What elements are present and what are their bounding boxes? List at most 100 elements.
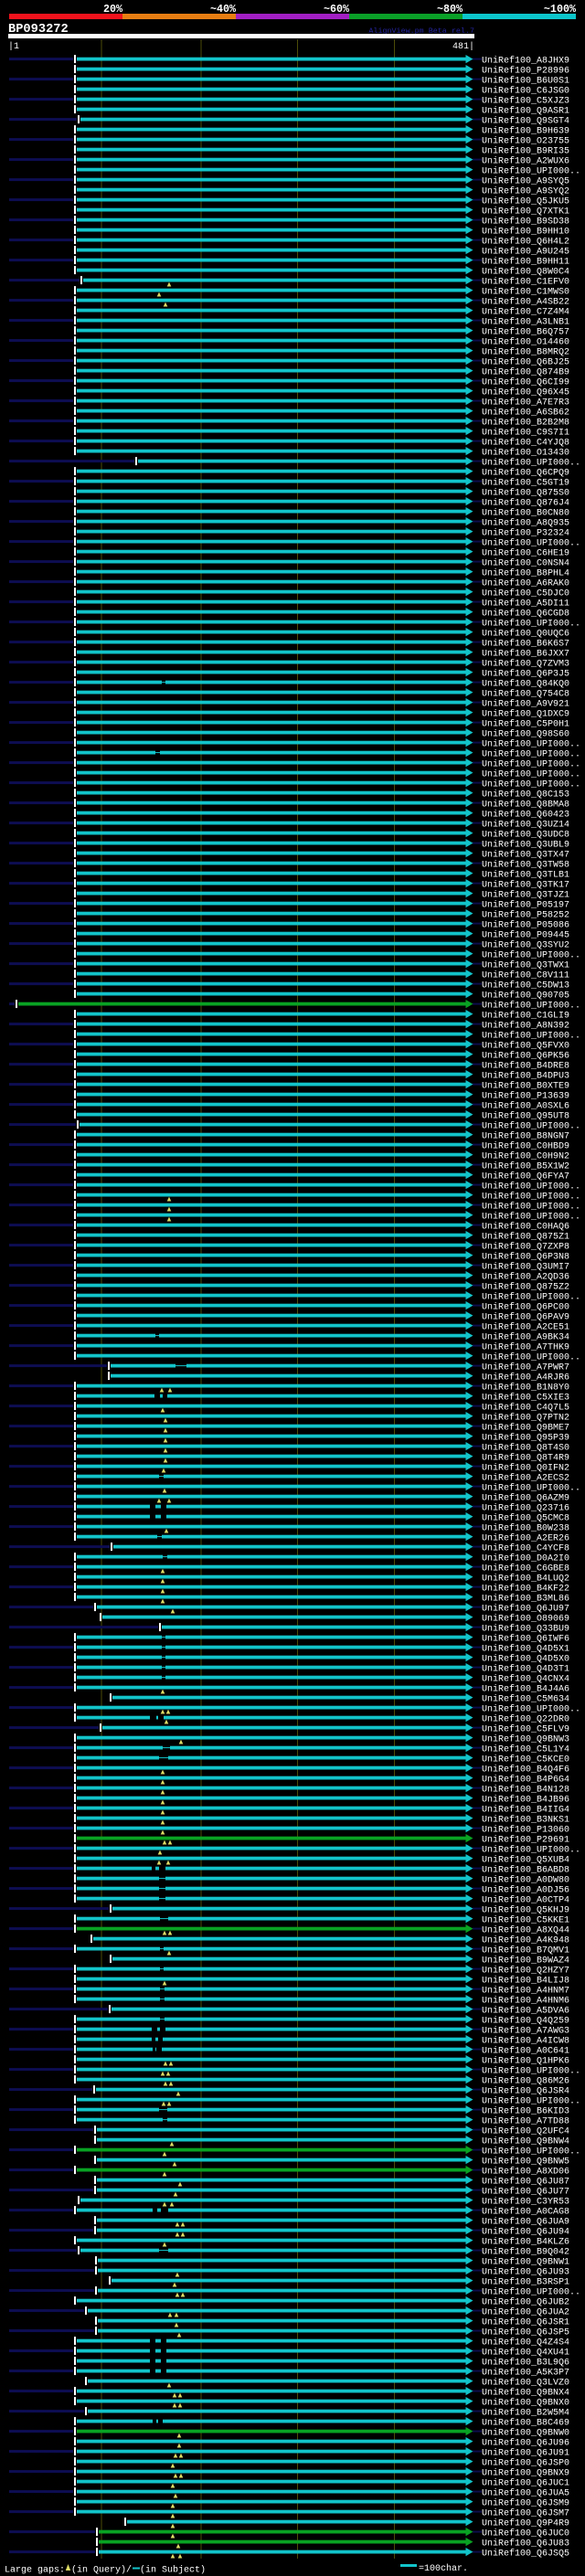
svg-text:UniRef100_C0NSN4: UniRef100_C0NSN4 bbox=[482, 557, 569, 568]
svg-text:UniRef100_Q876J4: UniRef100_Q876J4 bbox=[482, 497, 569, 508]
svg-text:UniRef100_B9Q042: UniRef100_B9Q042 bbox=[482, 2246, 569, 2257]
svg-text:AlignView.pm Beta rel.7: AlignView.pm Beta rel.7 bbox=[368, 27, 474, 36]
svg-text:UniRef100_B4DRE8: UniRef100_B4DRE8 bbox=[482, 1060, 569, 1071]
svg-text:UniRef100_A2ECS2: UniRef100_A2ECS2 bbox=[482, 1472, 569, 1483]
svg-text:UniRef100_Q6JU94: UniRef100_Q6JU94 bbox=[482, 2226, 569, 2237]
svg-text:UniRef100_P29691: UniRef100_P29691 bbox=[482, 1834, 569, 1845]
svg-text:UniRef100_Q875Z1: UniRef100_Q875Z1 bbox=[482, 1231, 569, 1242]
svg-text:UniRef100_Q9BME7: UniRef100_Q9BME7 bbox=[482, 1422, 569, 1433]
svg-text:UniRef100_B2W5M4: UniRef100_B2W5M4 bbox=[482, 2407, 569, 2418]
svg-text:UniRef100_A5DVA6: UniRef100_A5DVA6 bbox=[482, 2005, 569, 2016]
svg-text:=100char.: =100char. bbox=[419, 2563, 468, 2574]
svg-text:UniRef100_A7TD88: UniRef100_A7TD88 bbox=[482, 2115, 569, 2126]
svg-text:UniRef100_B3NKS1: UniRef100_B3NKS1 bbox=[482, 1814, 569, 1825]
svg-text:UniRef100_Q6JUB2: UniRef100_Q6JUB2 bbox=[482, 2296, 569, 2307]
svg-text:UniRef100_UPI000..: UniRef100_UPI000.. bbox=[482, 1352, 580, 1362]
svg-text:UniRef100_B4DPU3: UniRef100_B4DPU3 bbox=[482, 1070, 569, 1081]
svg-text:UniRef100_A9V921: UniRef100_A9V921 bbox=[482, 698, 569, 709]
svg-text:UniRef100_B4KF22: UniRef100_B4KF22 bbox=[482, 1583, 569, 1594]
svg-text:UniRef100_Q6P3J5: UniRef100_Q6P3J5 bbox=[482, 668, 569, 679]
svg-text:UniRef100_Q9BNW1: UniRef100_Q9BNW1 bbox=[482, 2256, 569, 2267]
svg-text:UniRef100_Q9BNW5: UniRef100_Q9BNW5 bbox=[482, 2156, 569, 2167]
svg-text:UniRef100_Q6JSQ5: UniRef100_Q6JSQ5 bbox=[482, 2548, 569, 2559]
svg-text:UniRef100_Q95P39: UniRef100_Q95P39 bbox=[482, 1432, 569, 1443]
svg-text:UniRef100_C1MWS0: UniRef100_C1MWS0 bbox=[482, 286, 569, 297]
svg-text:UniRef100_Q6JU83: UniRef100_Q6JU83 bbox=[482, 2538, 569, 2549]
svg-text:UniRef100_UPI000..: UniRef100_UPI000.. bbox=[482, 457, 580, 468]
svg-text:UniRef100_B2B2M8: UniRef100_B2B2M8 bbox=[482, 417, 569, 428]
svg-text:UniRef100_C8V111: UniRef100_C8V111 bbox=[482, 970, 569, 981]
svg-text:UniRef100_O14460: UniRef100_O14460 bbox=[482, 336, 569, 347]
svg-text:UniRef100_A0DW80: UniRef100_A0DW80 bbox=[482, 1874, 569, 1885]
svg-text:UniRef100_B8C469: UniRef100_B8C469 bbox=[482, 2417, 569, 2428]
svg-text:UniRef100_C0HBD9: UniRef100_C0HBD9 bbox=[482, 1140, 569, 1151]
svg-text:UniRef100_Q754C8: UniRef100_Q754C8 bbox=[482, 688, 569, 699]
svg-text:UniRef100_Q60423: UniRef100_Q60423 bbox=[482, 809, 569, 820]
svg-text:UniRef100_A7AWG3: UniRef100_A7AWG3 bbox=[482, 2025, 569, 2036]
svg-text:UniRef100_UPI000..: UniRef100_UPI000.. bbox=[482, 2286, 580, 2297]
svg-text:UniRef100_C5P0H1: UniRef100_C5P0H1 bbox=[482, 718, 569, 729]
svg-text:UniRef100_Q4CNX4: UniRef100_Q4CNX4 bbox=[482, 1673, 569, 1684]
svg-text:UniRef100_A5DI11: UniRef100_A5DI11 bbox=[482, 598, 569, 609]
svg-text:UniRef100_A6RAK0: UniRef100_A6RAK0 bbox=[482, 578, 569, 588]
svg-text:UniRef100_Q4Z4S4: UniRef100_Q4Z4S4 bbox=[482, 2337, 569, 2348]
svg-text:UniRef100_Q6PAV9: UniRef100_Q6PAV9 bbox=[482, 1311, 569, 1322]
svg-text:UniRef100_O13430: UniRef100_O13430 bbox=[482, 447, 569, 458]
svg-text:UniRef100_P32324: UniRef100_P32324 bbox=[482, 527, 569, 538]
svg-text:UniRef100_UPI000..: UniRef100_UPI000.. bbox=[482, 618, 580, 629]
svg-text:UniRef100_Q90705: UniRef100_Q90705 bbox=[482, 990, 569, 1001]
svg-text:UniRef100_Q9BNX9: UniRef100_Q9BNX9 bbox=[482, 2467, 569, 2478]
svg-text:UniRef100_Q6JUA5: UniRef100_Q6JUA5 bbox=[482, 2487, 569, 2498]
svg-text:UniRef100_A7THK9: UniRef100_A7THK9 bbox=[482, 1341, 569, 1352]
svg-text:UniRef100_C5M634: UniRef100_C5M634 bbox=[482, 1693, 569, 1704]
svg-text:UniRef100_B8NGN7: UniRef100_B8NGN7 bbox=[482, 1130, 569, 1141]
svg-text:UniRef100_Q3UMI7: UniRef100_Q3UMI7 bbox=[482, 1261, 569, 1272]
svg-text:UniRef100_Q9BNX4: UniRef100_Q9BNX4 bbox=[482, 2387, 569, 2398]
svg-text:UniRef100_Q9BNW4: UniRef100_Q9BNW4 bbox=[482, 2136, 569, 2147]
svg-text:UniRef100_C5FLV9: UniRef100_C5FLV9 bbox=[482, 1723, 569, 1734]
svg-text:UniRef100_C5L1Y4: UniRef100_C5L1Y4 bbox=[482, 1744, 569, 1754]
svg-text:UniRef100_Q6JUC1: UniRef100_Q6JUC1 bbox=[482, 2477, 569, 2488]
svg-text:UniRef100_P09445: UniRef100_P09445 bbox=[482, 929, 569, 940]
svg-text:UniRef100_C5KKE1: UniRef100_C5KKE1 bbox=[482, 1914, 569, 1925]
svg-text:UniRef100_A0C641: UniRef100_A0C641 bbox=[482, 2045, 569, 2056]
svg-text:UniRef100_A3LNB1: UniRef100_A3LNB1 bbox=[482, 316, 569, 327]
svg-text:UniRef100_A4SB22: UniRef100_A4SB22 bbox=[482, 296, 569, 307]
svg-text:UniRef100_B6KID3: UniRef100_B6KID3 bbox=[482, 2105, 569, 2116]
svg-text:UniRef100_Q23716: UniRef100_Q23716 bbox=[482, 1502, 569, 1513]
svg-text:UniRef100_C5XJZ3: UniRef100_C5XJZ3 bbox=[482, 95, 569, 106]
svg-text:UniRef100_Q6JSR1: UniRef100_Q6JSR1 bbox=[482, 2316, 569, 2327]
svg-text:UniRef100_A5K3P7: UniRef100_A5K3P7 bbox=[482, 2367, 569, 2378]
svg-text:UniRef100_Q9ASR1: UniRef100_Q9ASR1 bbox=[482, 105, 569, 116]
svg-text:UniRef100_UPI000..: UniRef100_UPI000.. bbox=[482, 1120, 580, 1131]
svg-text:UniRef100_UPI000..: UniRef100_UPI000.. bbox=[482, 2065, 580, 2076]
svg-text:UniRef100_Q8W0C4: UniRef100_Q8W0C4 bbox=[482, 266, 569, 277]
svg-text:UniRef100_UPI000..: UniRef100_UPI000.. bbox=[482, 1291, 580, 1302]
svg-text:UniRef100_Q8BMA8: UniRef100_Q8BMA8 bbox=[482, 799, 569, 810]
svg-text:UniRef100_A7E7R3: UniRef100_A7E7R3 bbox=[482, 397, 569, 408]
svg-text:UniRef100_B9HH11: UniRef100_B9HH11 bbox=[482, 256, 569, 267]
svg-text:UniRef100_C6GBE8: UniRef100_C6GBE8 bbox=[482, 1563, 569, 1574]
svg-text:UniRef100_A6SB62: UniRef100_A6SB62 bbox=[482, 407, 569, 418]
svg-text:UniRef100_Q84KQ0: UniRef100_Q84KQ0 bbox=[482, 678, 569, 689]
svg-text:UniRef100_Q6H4L2: UniRef100_Q6H4L2 bbox=[482, 236, 569, 247]
svg-text:UniRef100_A9SYQ2: UniRef100_A9SYQ2 bbox=[482, 186, 569, 196]
svg-text:UniRef100_A0CAG8: UniRef100_A0CAG8 bbox=[482, 2206, 569, 2217]
svg-text:(in Subject): (in Subject) bbox=[140, 2565, 206, 2576]
svg-text:UniRef100_UPI000..: UniRef100_UPI000.. bbox=[482, 1181, 580, 1192]
svg-text:UniRef100_A4HNM7: UniRef100_A4HNM7 bbox=[482, 1985, 569, 1996]
svg-text:UniRef100_B4LIJ8: UniRef100_B4LIJ8 bbox=[482, 1975, 569, 1986]
svg-text:~60%: ~60% bbox=[324, 3, 350, 16]
svg-text:~40%: ~40% bbox=[210, 3, 237, 16]
svg-text:UniRef100_Q6JU87: UniRef100_Q6JU87 bbox=[482, 2176, 569, 2187]
svg-text:UniRef100_UPI000..: UniRef100_UPI000.. bbox=[482, 1030, 580, 1041]
svg-text:UniRef100_UPI000..: UniRef100_UPI000.. bbox=[482, 537, 580, 548]
svg-text:UniRef100_Q6FYA7: UniRef100_Q6FYA7 bbox=[482, 1171, 569, 1182]
svg-text:Large gaps:: Large gaps: bbox=[5, 2566, 65, 2576]
svg-text:UniRef100_C4Q7L5: UniRef100_C4Q7L5 bbox=[482, 1402, 569, 1413]
svg-text:UniRef100_UPI000..: UniRef100_UPI000.. bbox=[482, 1211, 580, 1222]
svg-text:UniRef100_Q22DR0: UniRef100_Q22DR0 bbox=[482, 1713, 569, 1724]
svg-text:UniRef100_UPI000..: UniRef100_UPI000.. bbox=[482, 1000, 580, 1011]
svg-text:UniRef100_A8Q935: UniRef100_A8Q935 bbox=[482, 517, 569, 528]
svg-text:~100%: ~100% bbox=[544, 3, 577, 16]
